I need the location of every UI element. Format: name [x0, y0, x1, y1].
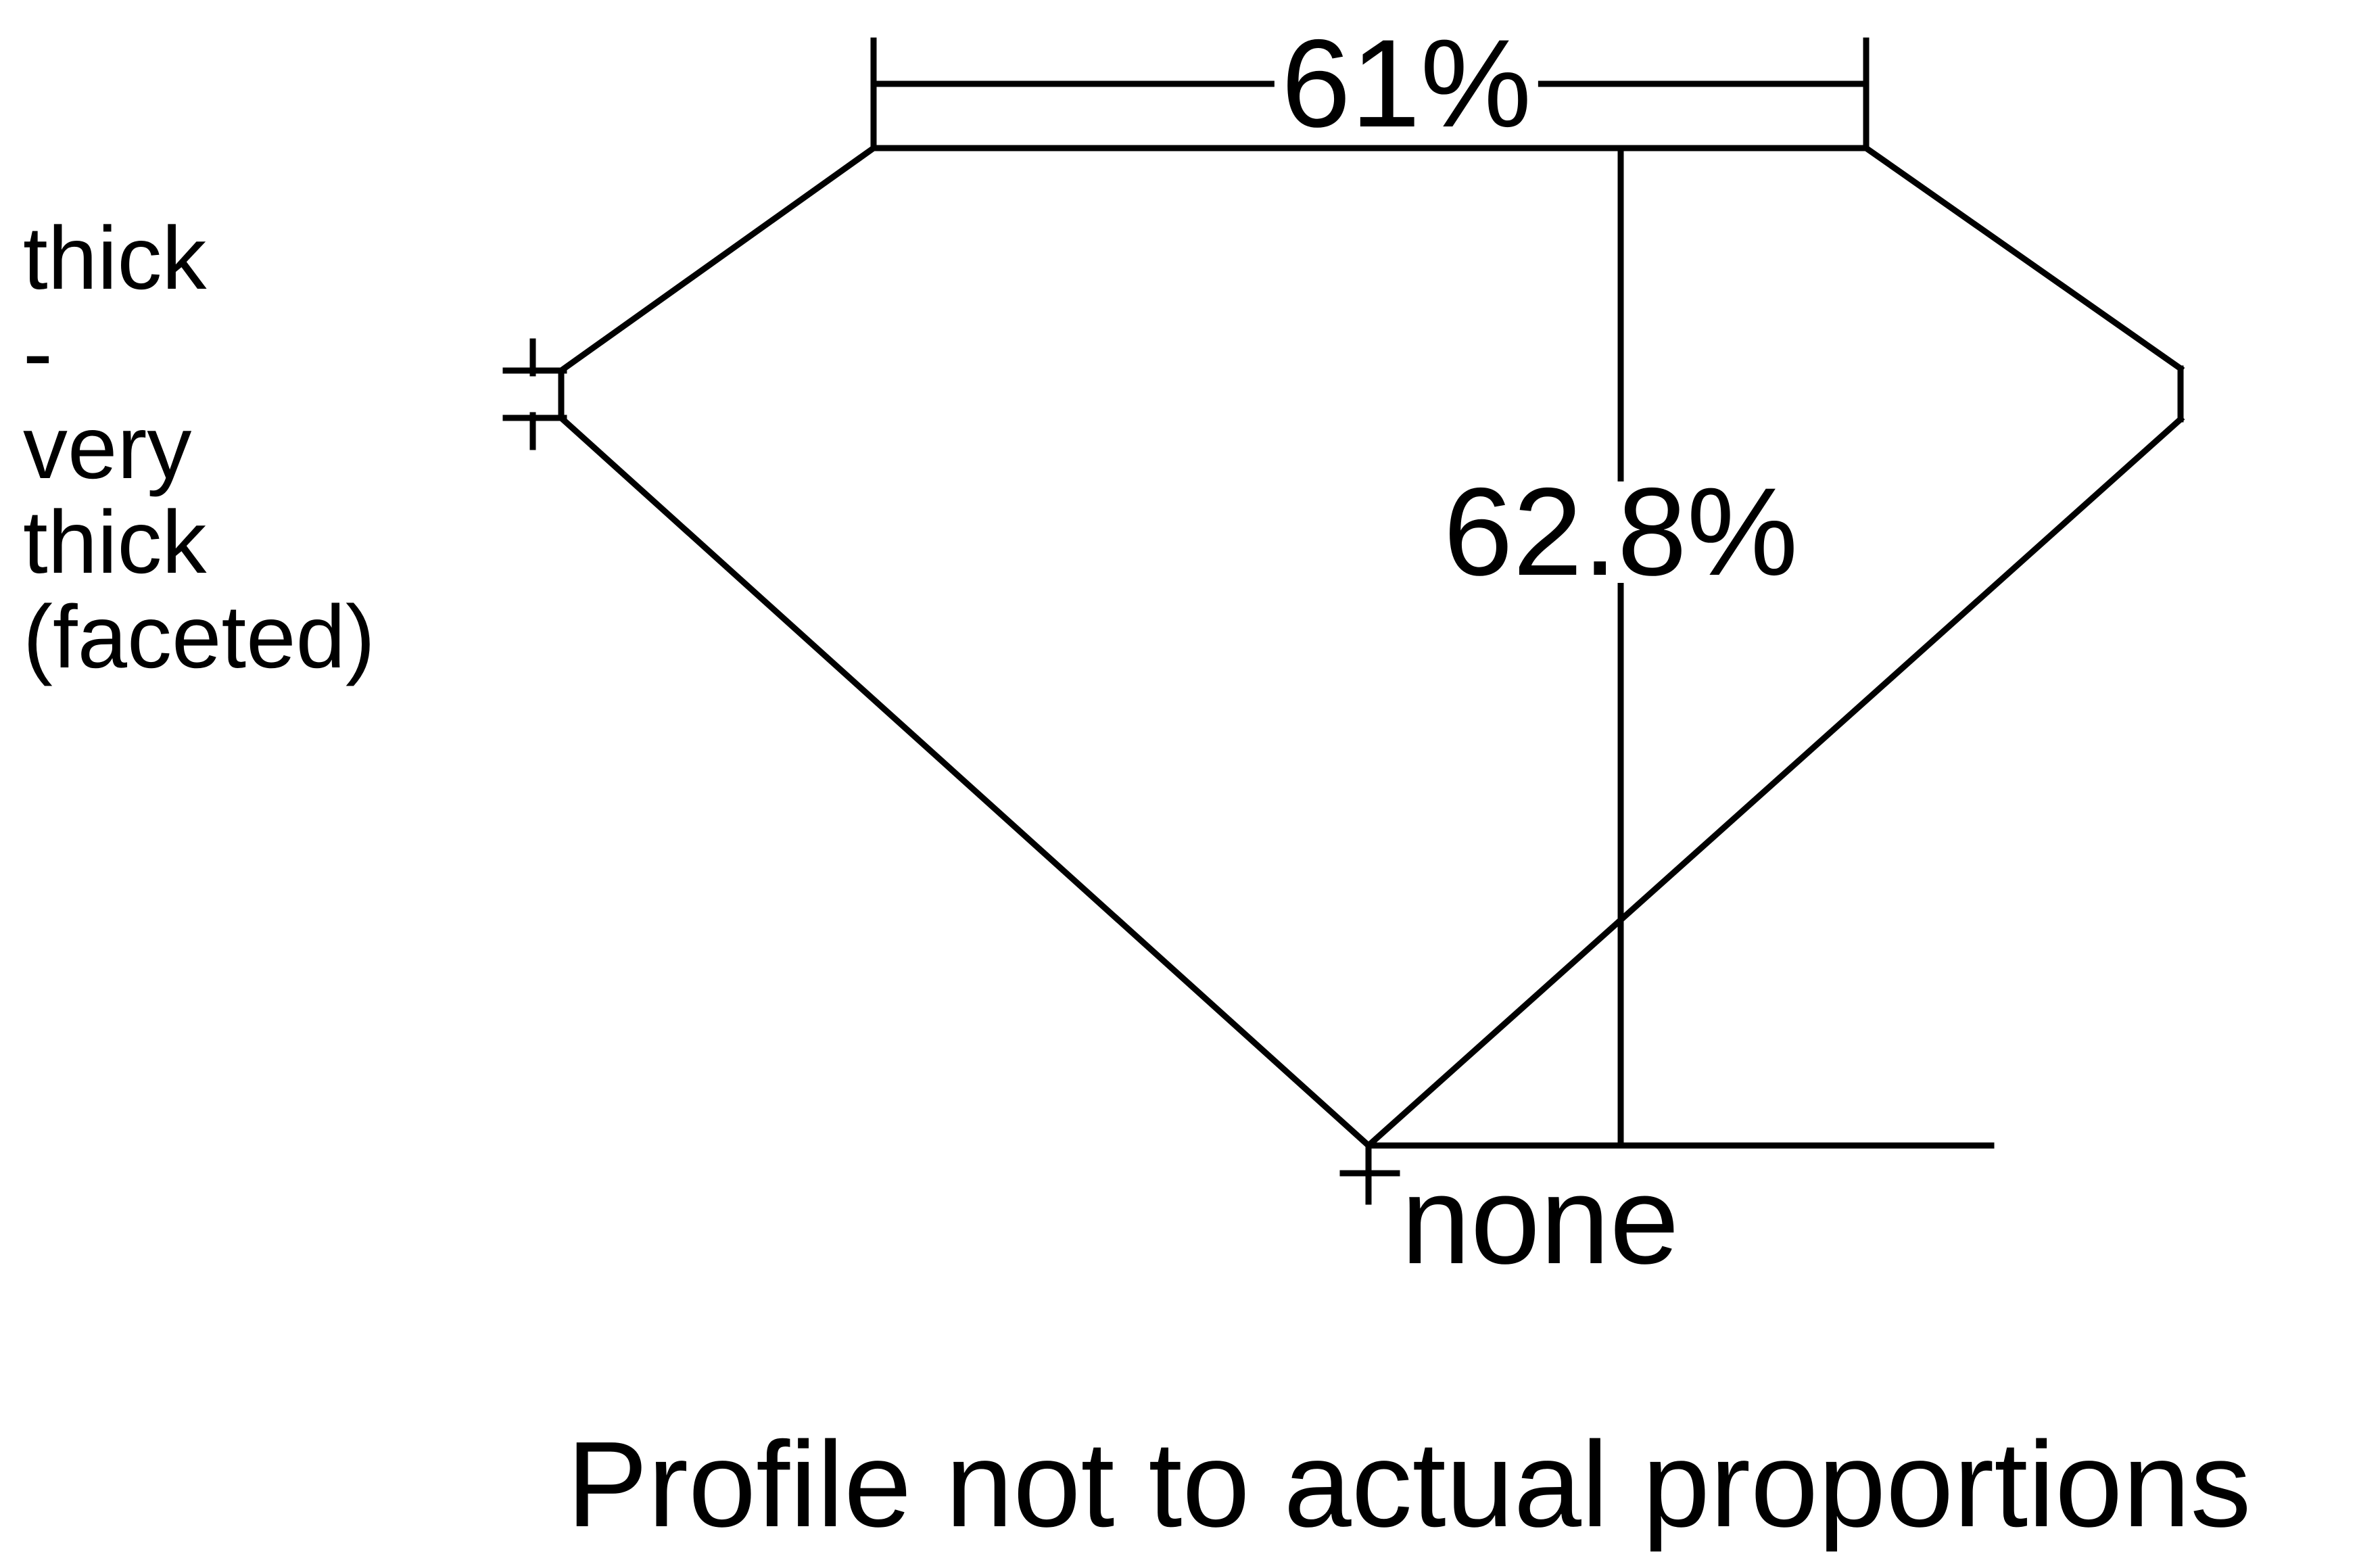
pavilion-left-line: [556, 413, 1373, 1150]
crown-right-line: [1861, 143, 2185, 373]
depth-percent-label: 62.8%: [1436, 469, 1805, 594]
culet-label: none: [1401, 1151, 1680, 1290]
table-percent-label: 61%: [1274, 21, 1539, 146]
caption: Profile not to actual proportions: [567, 1417, 2252, 1553]
girdle-thickness-label: thick - very thick (faceted): [23, 208, 375, 686]
crown-left-line: [556, 143, 878, 375]
diagram-lines: [502, 37, 2185, 1205]
pavilion-right-line: [1364, 415, 2185, 1150]
